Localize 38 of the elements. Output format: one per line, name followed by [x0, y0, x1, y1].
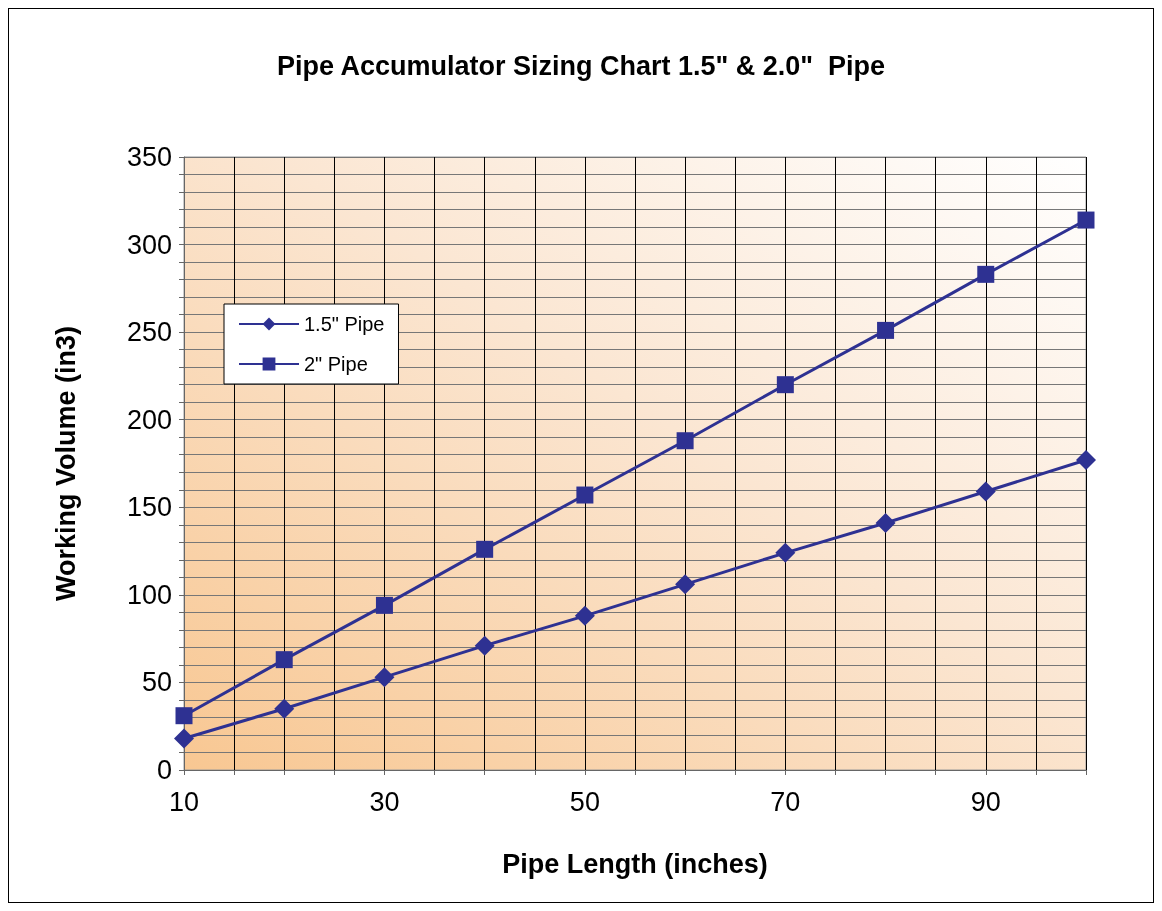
point [975, 481, 996, 502]
y-tick-label: 150 [126, 492, 172, 523]
point [775, 542, 796, 563]
point [476, 540, 494, 558]
y-tick-label: 50 [141, 667, 172, 698]
x-tick-label: 10 [168, 786, 200, 817]
point [776, 376, 794, 394]
point [275, 651, 293, 669]
point [676, 432, 694, 450]
y-tick-label: 300 [126, 229, 172, 260]
point [474, 635, 495, 656]
point [675, 574, 696, 595]
point [576, 486, 594, 504]
point [877, 321, 895, 339]
y-tick-label: 0 [156, 755, 172, 785]
point [574, 605, 595, 626]
point [375, 596, 393, 614]
point [274, 698, 295, 719]
x-tick-label: 70 [770, 786, 801, 817]
point [1076, 450, 1096, 470]
x-tick-label: 90 [970, 786, 1001, 817]
point [174, 728, 194, 749]
x-axis-title: Pipe Length (inches) [502, 848, 768, 879]
chart-title: Pipe Accumulator Sizing Chart 1.5" & 2.0" Pipe [276, 50, 886, 81]
x-tick-label: 50 [569, 786, 600, 817]
point [875, 513, 896, 534]
y-tick-label: 250 [126, 317, 172, 348]
y-tick-label: 350 [126, 142, 172, 172]
point [374, 667, 395, 688]
x-tick-label: 30 [369, 786, 400, 817]
y-tick-label: 100 [126, 579, 172, 610]
legend-label: 2" Pipe [304, 353, 368, 375]
y-axis-title: Working Volume (in3) [50, 325, 81, 602]
point [1077, 211, 1095, 229]
point [977, 265, 995, 283]
point [175, 707, 193, 725]
legend-label: 1.5" Pipe [304, 313, 385, 335]
y-tick-label: 200 [126, 404, 172, 435]
